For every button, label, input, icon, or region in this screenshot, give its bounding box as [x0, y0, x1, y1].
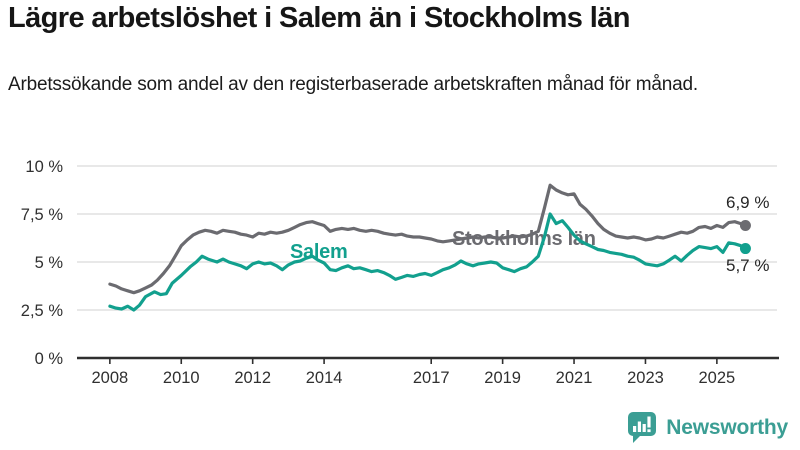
logo-bar-3: [642, 424, 647, 432]
bar-chart-speech-bubble-icon: [628, 412, 657, 443]
x-tick-label: 2019: [484, 369, 521, 387]
y-tick-label: 7,5 %: [21, 206, 64, 224]
x-tick-label: 2021: [556, 369, 593, 387]
x-tick-label: 2012: [234, 369, 271, 387]
y-tick-label: 2,5 %: [21, 302, 64, 320]
x-tick-label: 2017: [413, 369, 450, 387]
newsworthy-logo: Newsworthy: [627, 411, 788, 444]
series-end-value-label: 5,7 %: [726, 256, 769, 275]
newsworthy-logo-text: Newsworthy: [666, 415, 788, 439]
series-label-stockholms-lan: Stockholms län: [452, 228, 596, 250]
logo-exclamation-dot: [647, 429, 651, 433]
series-label-salem: Salem: [290, 241, 347, 263]
x-tick-label: 2014: [306, 369, 343, 387]
x-tick-label: 2025: [699, 369, 736, 387]
y-tick-label: 5 %: [35, 254, 64, 272]
y-tick-label: 0 %: [35, 350, 64, 368]
series-end-dot-salem: [739, 243, 751, 255]
series-line-stockholms-lan: [108, 183, 748, 295]
x-tick-label: 2010: [163, 369, 200, 387]
chart-subtitle: Arbetssökande som andel av den registerb…: [8, 74, 698, 95]
series-end-value-label: 6,9 %: [726, 193, 769, 212]
logo-bar-1: [633, 426, 637, 432]
logo-exclamation-bar: [647, 416, 651, 428]
logo-bubble: [628, 412, 657, 436]
logo-bubble-tail: [633, 433, 644, 443]
x-tick-label: 2008: [91, 369, 128, 387]
page-title: Lägre arbetslöshet i Salem än i Stockhol…: [8, 2, 630, 34]
logo-bar-2: [638, 421, 642, 432]
series-end-dot-stockholms-lan: [739, 220, 751, 232]
x-tick-label: 2023: [627, 369, 664, 387]
series-line-salem: [108, 212, 748, 312]
y-tick-label: 10 %: [25, 158, 63, 176]
